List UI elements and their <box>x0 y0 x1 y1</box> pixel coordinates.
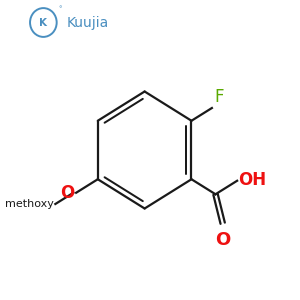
Text: Kuujia: Kuujia <box>67 16 109 29</box>
Text: O: O <box>61 184 75 202</box>
Text: methoxy: methoxy <box>5 199 54 209</box>
Text: K: K <box>39 17 47 28</box>
Text: OH: OH <box>238 171 267 189</box>
Text: O: O <box>215 231 230 249</box>
Text: F: F <box>215 88 224 106</box>
Text: °: ° <box>58 7 62 13</box>
